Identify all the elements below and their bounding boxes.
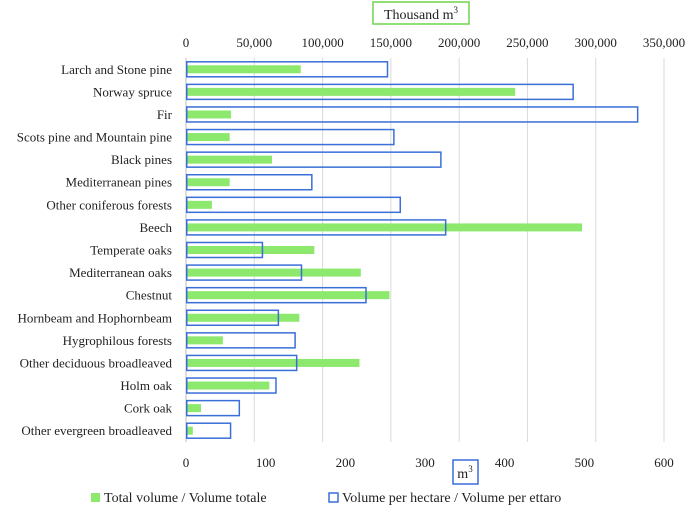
bar-volume-per-hectare-black-pines <box>186 151 442 168</box>
category-label-norway-spruce: Norway spruce <box>93 84 172 99</box>
bar-volume-per-hectare-holm-oak <box>186 377 277 394</box>
legend-swatch-volume-per-hectare <box>328 492 339 503</box>
category-label-larch-and-stone-pine: Larch and Stone pine <box>61 62 172 77</box>
bar-total-volume-other-evergreen-broadleaved <box>186 426 193 435</box>
category-label-hygrophilous-forests: Hygrophilous forests <box>63 333 172 348</box>
top-tick-label: 100,000 <box>301 35 343 50</box>
bar-total-volume-hygrophilous-forests <box>186 336 223 345</box>
bar-volume-per-hectare-scots-pine-and-mountain-pine <box>186 128 395 146</box>
legend-label-total-volume: Total volume / Volume totale <box>104 491 267 506</box>
bar-total-volume-other-coniferous-forests <box>186 200 212 209</box>
bar-total-volume-beech <box>186 223 583 232</box>
top-tick-label: 150,000 <box>370 35 412 50</box>
bar-volume-per-hectare-other-evergreen-broadleaved <box>186 422 232 439</box>
category-label-chestnut: Chestnut <box>126 288 173 303</box>
top-axis-title: Thousand m3 <box>372 1 470 25</box>
bar-total-volume-other-deciduous-broadleaved <box>186 358 360 367</box>
legend-item-total-volume: Total volume / Volume totale <box>91 491 267 506</box>
bar-total-volume-chestnut <box>186 291 390 300</box>
bar-total-volume-hornbeam-and-hophornbeam <box>186 313 300 322</box>
bar-volume-per-hectare-fir <box>186 106 639 123</box>
bar-volume-per-hectare-chestnut <box>186 286 367 304</box>
bottom-axis-title: m3 <box>452 459 479 485</box>
category-label-other-coniferous-forests: Other coniferous forests <box>46 197 172 212</box>
category-label-temperate-oaks: Temperate oaks <box>90 243 172 258</box>
bar-total-volume-fir <box>186 110 232 119</box>
bar-volume-per-hectare-larch-and-stone-pine <box>186 61 389 78</box>
bar-total-volume-cork-oak <box>186 404 202 413</box>
bar-total-volume-larch-and-stone-pine <box>186 65 301 74</box>
category-label-fir: Fir <box>157 107 173 122</box>
category-labels: Larch and Stone pine Norway spruce Fir Scot… <box>17 62 173 438</box>
top-tick-label: 200,000 <box>438 35 480 50</box>
legend-swatch-total-volume <box>91 493 100 502</box>
top-tick-label: 250,000 <box>506 35 548 50</box>
bottom-tick-label: 600 <box>654 455 674 470</box>
top-tick-label: 300,000 <box>575 35 617 50</box>
category-label-other-deciduous-broadleaved: Other deciduous broadleaved <box>20 355 173 370</box>
bottom-axis-ticks: 0 100 200 300 400 500 600 <box>183 455 674 470</box>
bar-total-volume-norway-spruce <box>186 87 516 96</box>
category-label-black-pines: Black pines <box>111 152 172 167</box>
bar-volume-per-hectare-beech <box>186 219 447 236</box>
bottom-tick-label: 200 <box>336 455 356 470</box>
top-axis-title-box <box>372 1 470 25</box>
bar-total-volume-mediterranean-oaks <box>186 268 361 277</box>
category-label-mediterranean-oaks: Mediterranean oaks <box>69 265 172 280</box>
bottom-axis-title-box <box>452 459 479 485</box>
bar-total-volume-mediterranean-pines <box>186 178 230 187</box>
bars <box>186 61 639 439</box>
bottom-tick-label: 500 <box>575 455 595 470</box>
bottom-tick-label: 0 <box>183 455 190 470</box>
bar-volume-per-hectare-norway-spruce <box>186 83 574 101</box>
bar-volume-per-hectare-other-coniferous-forests <box>186 196 402 214</box>
bottom-tick-label: 400 <box>495 455 515 470</box>
category-label-other-evergreen-broadleaved: Other evergreen broadleaved <box>21 423 172 438</box>
category-label-cork-oak: Cork oak <box>124 401 173 416</box>
bar-volume-per-hectare-temperate-oaks <box>186 241 264 259</box>
category-label-scots-pine-and-mountain-pine: Scots pine and Mountain pine <box>17 130 172 145</box>
bar-volume-per-hectare-hornbeam-and-hophornbeam <box>186 309 280 327</box>
bar-total-volume-holm-oak <box>186 381 270 390</box>
bar-volume-per-hectare-mediterranean-oaks <box>186 264 303 281</box>
category-label-holm-oak: Holm oak <box>120 378 172 393</box>
bar-total-volume-black-pines <box>186 155 273 164</box>
top-axis-title-text: Thousand m3 <box>384 5 459 23</box>
bar-volume-per-hectare-other-deciduous-broadleaved <box>186 354 298 372</box>
bar-total-volume-temperate-oaks <box>186 246 315 254</box>
bar-volume-per-hectare-mediterranean-pines <box>186 173 313 191</box>
legend-item-volume-per-hectare: Volume per hectare / Volume per ettaro <box>328 491 561 506</box>
top-axis-ticks: 0 50,000 100,000 150,000 200,000 250,000 300,0… <box>183 35 685 50</box>
bar-volume-per-hectare-cork-oak <box>186 399 241 417</box>
legend-label-volume-per-hectare: Volume per hectare / Volume per ettaro <box>342 491 561 506</box>
bar-total-volume-scots-pine-and-mountain-pine <box>186 133 230 142</box>
top-tick-label: 50,000 <box>236 35 272 50</box>
category-label-mediterranean-pines: Mediterranean pines <box>66 175 172 190</box>
bar-volume-per-hectare-hygrophilous-forests <box>186 332 296 349</box>
category-label-beech: Beech <box>140 220 173 235</box>
bottom-tick-label: 100 <box>256 455 276 470</box>
bottom-tick-label: 300 <box>415 455 435 470</box>
category-label-hornbeam-and-hophornbeam: Hornbeam and Hophornbeam <box>17 310 172 325</box>
legend: Total volume / Volume totale Volume per … <box>91 491 561 506</box>
top-tick-label: 350,000 <box>643 35 685 50</box>
bottom-axis-title-text: m3 <box>457 464 473 482</box>
top-tick-label: 0 <box>183 35 190 50</box>
